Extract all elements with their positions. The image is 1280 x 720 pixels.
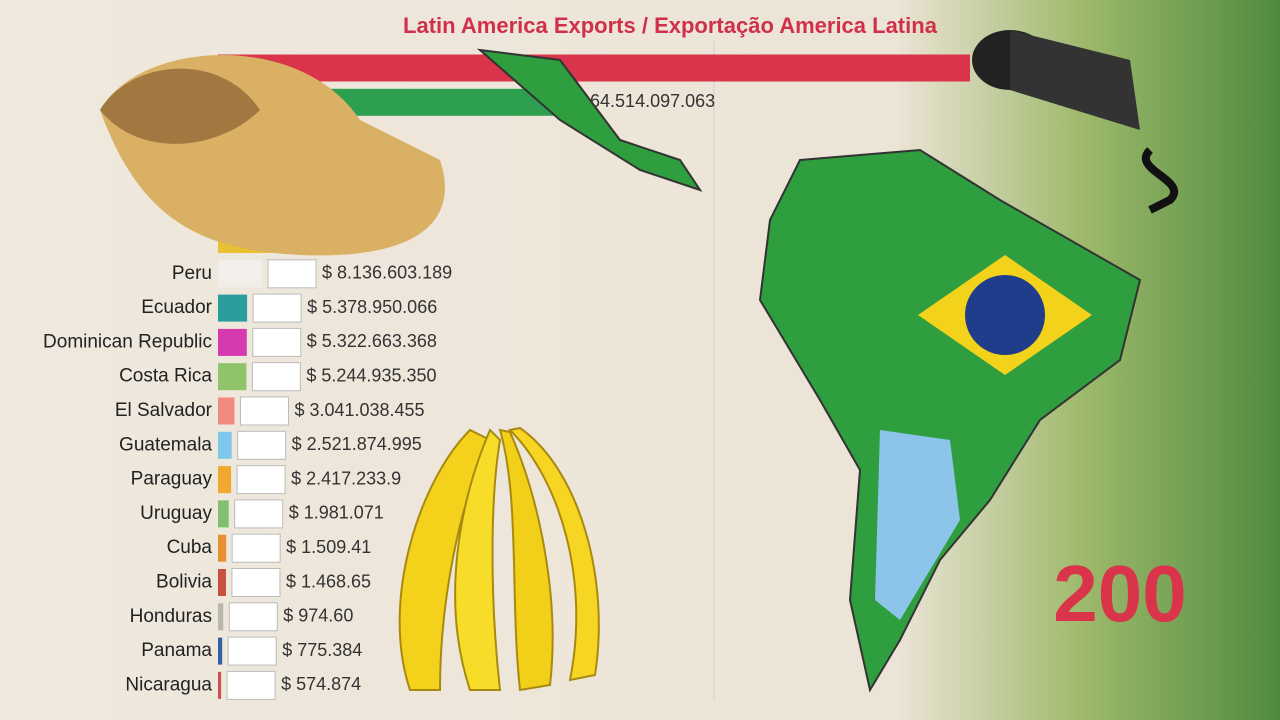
- value-label: $ 2.417.233.9: [291, 468, 401, 488]
- bar: [218, 431, 232, 459]
- chart-title: Latin America Exports / Exportação Ameri…: [403, 13, 938, 38]
- value-label: $ 64.514.097.063: [575, 91, 715, 111]
- category-label: Ecuador: [141, 297, 212, 318]
- category-label: Cuba: [167, 537, 213, 558]
- flag: [234, 499, 284, 529]
- bar: [218, 397, 235, 425]
- soybean-image: [100, 55, 445, 256]
- flag: [226, 670, 276, 700]
- category-label: Dominican Republic: [43, 331, 212, 352]
- category-label: Guatemala: [119, 434, 212, 455]
- category-label: Costa Rica: [119, 366, 212, 387]
- value-label: $ 5.378.950.066: [307, 297, 437, 317]
- value-label: $ 1.509.41: [286, 537, 371, 557]
- bar: [218, 466, 232, 494]
- oil-barrel-image: [972, 30, 1178, 214]
- flag: [231, 533, 281, 563]
- map: [476, 48, 1142, 693]
- bar: [218, 328, 247, 356]
- flag: [267, 259, 317, 289]
- flag: [251, 362, 301, 392]
- value-label: $ 1.468.65: [286, 571, 371, 591]
- category-label: Paraguay: [131, 469, 213, 490]
- value-label: $ 775.384: [282, 640, 362, 660]
- bar: [218, 294, 248, 322]
- flag: [231, 568, 281, 597]
- category-label: Bolivia: [156, 572, 212, 593]
- bar: [218, 363, 247, 391]
- flag: [239, 396, 289, 426]
- value-label: $ 574.874: [281, 674, 361, 694]
- banana-image: [398, 426, 600, 692]
- bar: [218, 260, 263, 288]
- bar: [218, 500, 229, 528]
- bar: [218, 603, 224, 631]
- bar: [218, 54, 970, 82]
- category-label: El Salvador: [115, 400, 213, 421]
- value-label: $ 2.521.874.995: [292, 434, 422, 454]
- bar: [218, 671, 222, 699]
- value-label: $ 5.244.935.350: [306, 365, 436, 385]
- flag: [252, 327, 302, 357]
- category-label: Nicaragua: [125, 674, 212, 695]
- category-label: Honduras: [130, 606, 212, 627]
- bar: [218, 534, 227, 562]
- value-label: $ 8.136.603.189: [322, 263, 452, 283]
- flag: [228, 602, 278, 632]
- category-label: Uruguay: [140, 503, 212, 524]
- bar: [218, 637, 223, 665]
- value-label: $ 5.322.663.368: [307, 331, 437, 351]
- value-label: $ 974.60: [283, 606, 353, 626]
- flag: [237, 430, 287, 460]
- category-label: Panama: [141, 640, 212, 661]
- year-label: 200: [1053, 549, 1186, 638]
- flag: [227, 636, 277, 666]
- value-label: $ 3.041.038.455: [294, 400, 424, 420]
- bar: [218, 569, 226, 596]
- category-label: Peru: [172, 263, 212, 284]
- flag: [252, 293, 302, 323]
- flag: [236, 465, 286, 495]
- value-label: $ 1.981.071: [289, 503, 384, 523]
